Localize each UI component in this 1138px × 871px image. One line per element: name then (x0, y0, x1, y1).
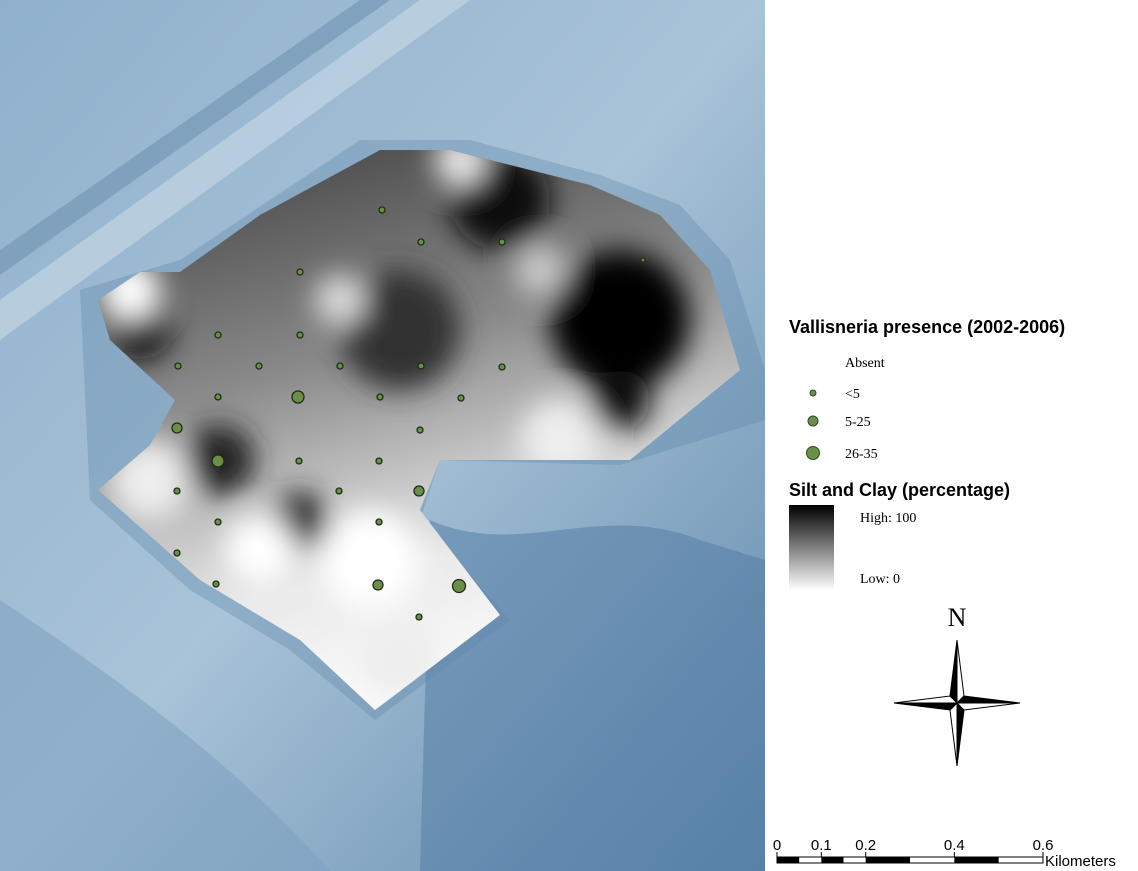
sample-point (174, 550, 180, 556)
sample-point (292, 391, 304, 403)
scale-segment (866, 857, 910, 863)
class-label: 5-25 (845, 415, 871, 430)
sample-point (376, 458, 382, 464)
sample-point (414, 486, 424, 496)
sample-point (174, 488, 180, 494)
sample-point (256, 363, 262, 369)
scale-segment (954, 857, 998, 863)
silt-title: Silt and Clay (percentage) (789, 480, 1010, 500)
class-symbol (808, 416, 818, 426)
class-symbol (810, 390, 816, 396)
sample-point (499, 239, 505, 245)
sample-point (215, 332, 221, 338)
presence-title: Vallisneria presence (2002-2006) (789, 317, 1065, 337)
class-symbol (807, 447, 820, 460)
scale-label: 0.2 (855, 837, 876, 854)
sample-point (453, 580, 466, 593)
sample-point (373, 580, 383, 590)
scale-label: 0.6 (1033, 837, 1054, 854)
class-label: <5 (845, 387, 860, 402)
sample-point (416, 614, 422, 620)
sample-point (377, 394, 383, 400)
north-arrow (894, 640, 1020, 766)
scale-label: 0 (773, 837, 781, 854)
sample-point (499, 364, 505, 370)
scale-segment (821, 857, 843, 863)
sample-point (213, 581, 219, 587)
sample-point (297, 332, 303, 338)
scale-unit: Kilometers (1045, 853, 1116, 870)
scale-segment (777, 857, 799, 863)
silt-ramp (789, 505, 834, 590)
sample-point (296, 458, 302, 464)
sample-point (418, 239, 424, 245)
silt-high: High: 100 (860, 511, 916, 526)
sample-point (297, 269, 303, 275)
silt-low: Low: 0 (860, 572, 900, 587)
sample-point (337, 363, 343, 369)
scale-label: 0.1 (811, 837, 832, 854)
sample-point (417, 427, 423, 433)
sample-point (379, 207, 385, 213)
sample-point (215, 519, 221, 525)
sample-point (458, 395, 464, 401)
class-label: 26-35 (845, 447, 878, 462)
sample-point (418, 363, 424, 369)
map-page: Vallisneria presence (2002-2006) Absent … (0, 0, 1138, 871)
sample-point (641, 258, 645, 262)
north-label: N (948, 603, 967, 632)
sample-point (215, 394, 221, 400)
sample-point (172, 423, 182, 433)
class-label: Absent (845, 356, 885, 371)
sample-point (336, 488, 342, 494)
sample-point (376, 519, 382, 525)
sample-point (175, 363, 181, 369)
sample-point (212, 455, 224, 467)
scale-label: 0.4 (944, 837, 965, 854)
